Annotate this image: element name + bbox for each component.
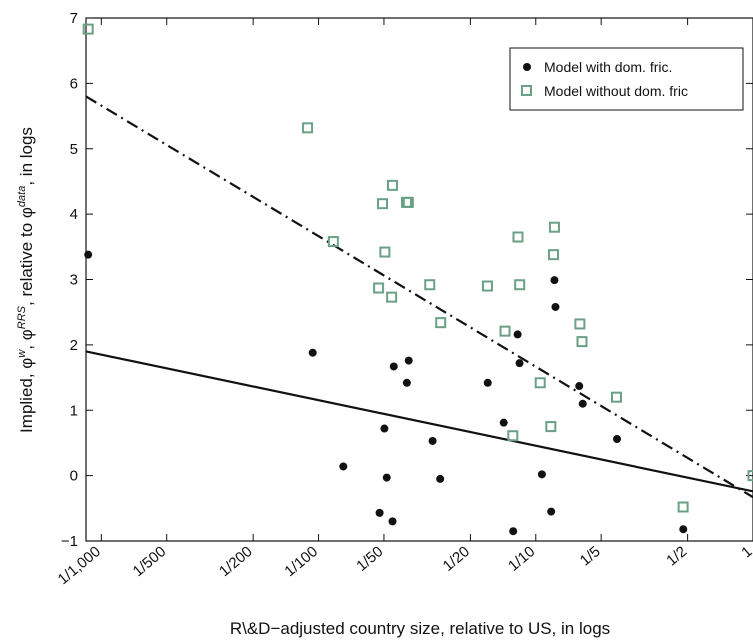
point-without-dom-fric — [576, 336, 588, 348]
legend: Model with dom. fric. Model without dom.… — [509, 47, 744, 111]
point-with-dom-fric — [551, 302, 560, 311]
point-without-dom-fric — [435, 317, 447, 329]
y-tick-label: 3 — [70, 272, 78, 289]
point-with-dom-fric — [308, 348, 317, 357]
point-with-dom-fric — [404, 356, 413, 365]
point-with-dom-fric — [550, 276, 559, 285]
point-without-dom-fric — [747, 470, 753, 482]
point-with-dom-fric — [499, 418, 508, 427]
legend-label-with: Model with dom. fric. — [544, 59, 672, 75]
point-without-dom-fric — [82, 23, 94, 35]
point-with-dom-fric — [575, 382, 584, 391]
point-with-dom-fric — [380, 424, 389, 433]
fit-line-without — [85, 95, 753, 499]
point-without-dom-fric — [514, 279, 526, 291]
point-with-dom-fric — [509, 527, 518, 536]
point-without-dom-fric — [545, 421, 557, 433]
y-tick-label: 6 — [70, 75, 78, 92]
point-without-dom-fric — [377, 198, 389, 210]
point-without-dom-fric — [302, 122, 314, 134]
point-with-dom-fric — [483, 378, 492, 387]
x-tick-label: 1/20 — [440, 543, 473, 575]
point-without-dom-fric — [499, 325, 511, 337]
point-with-dom-fric — [428, 436, 437, 445]
y-tick-label: 4 — [70, 206, 78, 223]
legend-box — [509, 47, 744, 111]
x-axis-title: R\&D−adjusted country size, relative to … — [230, 619, 610, 638]
point-with-dom-fric — [515, 359, 524, 368]
point-with-dom-fric — [679, 525, 688, 534]
x-tick-label: 1/100 — [281, 543, 321, 580]
legend-marker-with — [523, 63, 531, 71]
y-tick-label: 1 — [70, 402, 78, 419]
legend-marker-without — [521, 85, 532, 96]
x-tick-label: 1/2 — [663, 543, 690, 569]
point-without-dom-fric — [481, 280, 493, 292]
point-without-dom-fric — [677, 501, 689, 513]
point-with-dom-fric — [84, 250, 93, 259]
point-without-dom-fric — [386, 291, 398, 303]
x-tick-label: 1/500 — [130, 543, 170, 580]
point-without-dom-fric — [534, 377, 546, 389]
point-without-dom-fric — [387, 179, 399, 191]
x-tick-label: 1/200 — [216, 543, 256, 580]
y-tick-label: 0 — [70, 468, 78, 485]
point-without-dom-fric — [327, 236, 339, 248]
point-without-dom-fric — [548, 221, 560, 233]
fit-lines — [85, 95, 753, 499]
point-without-dom-fric — [548, 249, 560, 261]
x-tick-label: 1/50 — [353, 543, 386, 575]
x-tick-label: 1/10 — [505, 543, 538, 575]
point-with-dom-fric — [436, 474, 445, 483]
point-without-dom-fric — [402, 196, 414, 208]
legend-label-without: Model without dom. fric — [544, 83, 688, 99]
point-with-dom-fric — [547, 507, 556, 516]
point-without-dom-fric — [611, 391, 623, 403]
y-tick-label: 5 — [70, 141, 78, 158]
point-with-dom-fric — [513, 330, 522, 339]
y-tick-label: −1 — [61, 533, 78, 550]
point-with-dom-fric — [375, 508, 384, 517]
point-with-dom-fric — [339, 462, 348, 471]
point-without-dom-fric — [424, 279, 436, 291]
y-tick-label: 7 — [70, 10, 78, 27]
fit-line-with — [85, 350, 753, 493]
point-with-dom-fric — [578, 399, 587, 408]
point-with-dom-fric — [537, 470, 546, 479]
x-tick-label: 1/5 — [577, 543, 604, 569]
x-tick-label: 1 — [738, 543, 753, 561]
point-with-dom-fric — [388, 517, 397, 526]
data-points — [82, 23, 753, 536]
point-without-dom-fric — [379, 246, 391, 258]
point-without-dom-fric — [507, 430, 519, 442]
point-without-dom-fric — [373, 282, 385, 294]
point-with-dom-fric — [613, 435, 622, 444]
point-with-dom-fric — [402, 378, 411, 387]
y-axis-title: Implied, φw, φRRS, relative to φdata, in… — [16, 127, 36, 433]
point-without-dom-fric — [512, 231, 524, 243]
point-with-dom-fric — [389, 362, 398, 371]
y-tick-label: 2 — [70, 337, 78, 354]
point-with-dom-fric — [382, 473, 391, 482]
point-without-dom-fric — [574, 318, 586, 330]
